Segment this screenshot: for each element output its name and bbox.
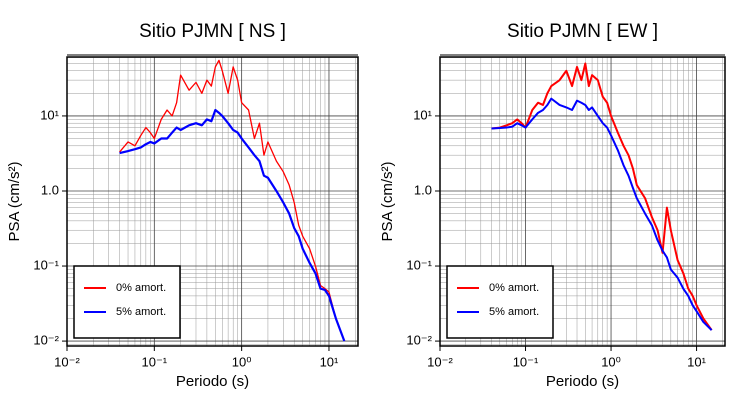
series-line (491, 62, 713, 331)
y-axis-title: PSA (cm/s²) (379, 161, 396, 241)
x-tick-label: 10⁻¹ (513, 354, 539, 369)
plot: 10⁻² 10⁻¹ 10⁰ 10¹ 10⁻² 10⁻¹ 1.0 10¹ Sitio PJMN [… (6, 21, 359, 390)
plot: 10⁻² 10⁻¹ 10⁰ 10¹ 10⁻² 10⁻¹ 1.0 10¹ Sitio PJMN [… (379, 21, 726, 390)
x-tick-label: 10⁰ (601, 354, 621, 369)
plot-frame (439, 56, 726, 347)
y-tick-label: 10⁻² (33, 333, 59, 348)
y-tick-label: 10¹ (40, 107, 59, 122)
x-axis-title: Periodo (s) (546, 373, 619, 390)
y-tick-label: 1.0 (414, 182, 432, 197)
legend-label: 0% amort. (116, 282, 166, 294)
y-tick-label: 10⁻¹ (33, 257, 59, 272)
x-tick-label: 10⁻² (427, 354, 453, 369)
y-tick-label: 10⁻² (406, 333, 432, 348)
legend-label: 5% amort. (116, 306, 166, 318)
chart-title: Sitio PJMN [ EW ] (507, 21, 658, 42)
x-tick-label: 10⁰ (232, 354, 252, 369)
series-line (119, 108, 346, 342)
legend-box (446, 265, 554, 339)
y-tick-label: 1.0 (41, 182, 59, 197)
y-tick-label: 10¹ (413, 107, 432, 122)
y-tick-label: 10⁻¹ (406, 257, 432, 272)
x-tick-label: 10¹ (687, 354, 706, 369)
legend-box (73, 265, 181, 339)
series-line (491, 97, 713, 331)
series-line (119, 59, 345, 342)
legend-label: 5% amort. (489, 306, 539, 318)
x-axis-title: Periodo (s) (176, 373, 249, 390)
y-axis-title: PSA (cm/s²) (6, 161, 23, 241)
x-tick-label: 10⁻¹ (141, 354, 167, 369)
legend-label: 0% amort. (489, 282, 539, 294)
x-tick-label: 10⁻² (54, 354, 80, 369)
plot-frame (66, 56, 359, 347)
x-tick-label: 10¹ (320, 354, 339, 369)
chart-title: Sitio PJMN [ NS ] (139, 21, 286, 42)
